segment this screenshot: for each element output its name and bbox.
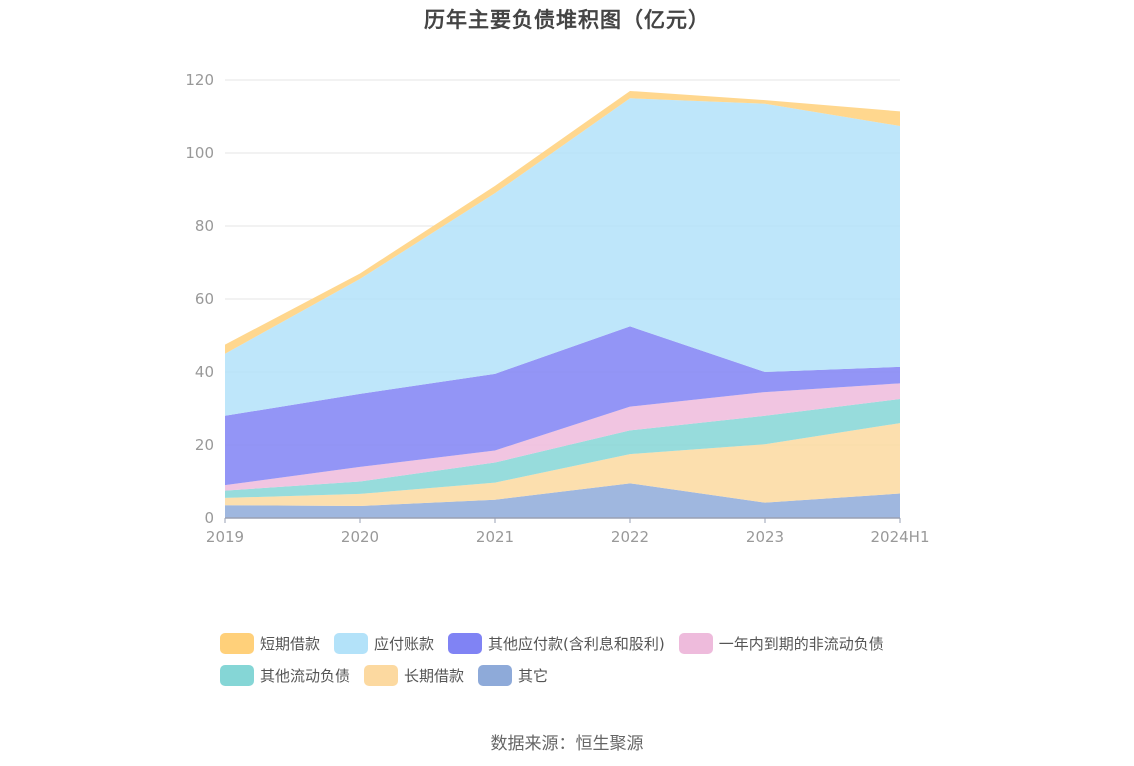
area-series-group (225, 90, 900, 518)
area-series-1 (225, 423, 900, 506)
y-tick-label: 100 (185, 144, 214, 162)
chart-title: 历年主要负债堆积图（亿元） (424, 8, 710, 32)
y-tick-label: 20 (195, 436, 214, 454)
x-tick-label: 2023 (746, 528, 784, 546)
legend-swatch (478, 664, 513, 686)
y-tick-label: 80 (195, 217, 214, 235)
area-series-3 (225, 383, 900, 491)
y-tick-label: 40 (195, 363, 214, 381)
x-tick-label: 2019 (206, 528, 244, 546)
legend-item[interactable]: 其它 (478, 664, 549, 686)
legend-item[interactable]: 长期借款 (364, 664, 465, 686)
legend: 短期借款 应付账款 其他应付款(含利息和股利) 一年内到期的非流动负债 其他流动负债 长… (220, 632, 980, 696)
legend-item[interactable]: 其他应付款(含利息和股利) (448, 632, 665, 654)
area-series-6 (225, 90, 900, 354)
area-series-5 (225, 98, 900, 416)
legend-swatch (678, 632, 713, 654)
legend-label: 应付账款 (374, 634, 435, 653)
legend-swatch (364, 664, 399, 686)
y-tick-label: 120 (185, 71, 214, 89)
legend-label: 其他流动负债 (260, 666, 351, 685)
x-tick-label: 2020 (341, 528, 379, 546)
chart-plot-area: 0 20 40 60 80 100 120 2019 2020 2021 2022 2023 2024… (185, 71, 930, 546)
legend-label: 一年内到期的非流动负债 (718, 634, 884, 653)
legend-swatch (448, 632, 483, 654)
legend-item[interactable]: 短期借款 (220, 632, 321, 654)
x-axis: 2019 2020 2021 2022 2023 2024H1 (206, 517, 930, 546)
y-tick-label: 60 (195, 290, 214, 308)
x-tick-label: 2024H1 (871, 528, 930, 546)
legend-label: 长期借款 (404, 666, 465, 685)
legend-label: 其他应付款(含利息和股利) (488, 634, 665, 653)
area-series-2 (225, 399, 900, 498)
x-tick-label: 2022 (611, 528, 649, 546)
x-tick-label: 2021 (476, 528, 514, 546)
y-axis-ticks: 0 20 40 60 80 100 120 (185, 71, 214, 527)
legend-label: 其它 (518, 666, 549, 685)
legend-swatch (220, 632, 254, 654)
legend-swatch (334, 632, 369, 654)
legend-item[interactable]: 一年内到期的非流动负债 (678, 632, 884, 654)
legend-item[interactable]: 应付账款 (334, 632, 435, 654)
area-series-4 (225, 326, 900, 486)
source-note: 数据来源：恒生聚源 (490, 734, 644, 754)
legend-item[interactable]: 其他流动负债 (220, 664, 351, 686)
legend-swatch (220, 664, 254, 686)
y-tick-label: 0 (204, 509, 214, 527)
legend-label: 短期借款 (260, 634, 321, 653)
area-series-0 (225, 483, 900, 518)
